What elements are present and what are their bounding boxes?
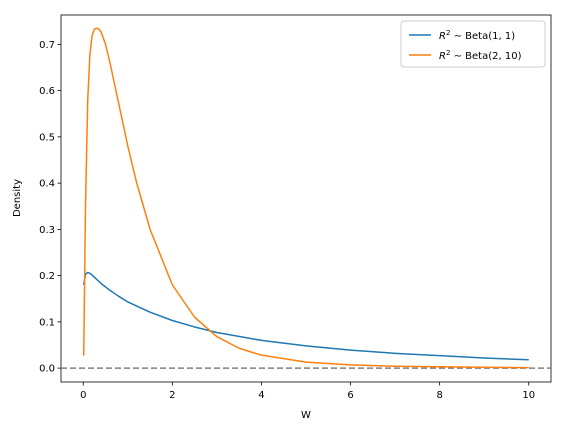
series-line-1: [82, 27, 529, 369]
y-tick-label: 0.1: [39, 317, 55, 328]
y-tick-label: 0.7: [39, 40, 55, 51]
legend: R2 ∼ Beta(1, 1) R2 ∼ Beta(2, 10): [400, 20, 546, 68]
y-tick-label: 0.4: [39, 179, 55, 190]
y-tick-label: 0.6: [39, 86, 55, 97]
plot-frame: [60, 14, 552, 383]
y-tick-label: 0.3: [39, 225, 55, 236]
x-tick-label: 10: [522, 390, 535, 401]
y-tick-label: 0.2: [39, 271, 55, 282]
legend-box: [400, 20, 546, 68]
y-tick-label: 0.0: [39, 364, 55, 375]
x-tick-label: 0: [80, 390, 86, 401]
x-tick-label: 8: [436, 390, 442, 401]
series-line-0: [82, 271, 529, 361]
x-tick-label: 4: [258, 390, 264, 401]
x-tick-label: 6: [347, 390, 353, 401]
y-axis-label: Density: [12, 179, 23, 217]
y-tick-label: 0.5: [39, 132, 55, 143]
x-tick-label: 2: [169, 390, 175, 401]
legend-label-1: R2 ∼ Beta(2, 10): [439, 49, 522, 62]
chart-marks: 0 2 4 6 8 10 0.0 0.1 0.2 0.3 0.4 0.5 0.6 0.7: [39, 27, 551, 401]
legend-label-0: R2 ∼ Beta(1, 1): [439, 29, 515, 42]
x-axis-label: W: [301, 410, 311, 421]
